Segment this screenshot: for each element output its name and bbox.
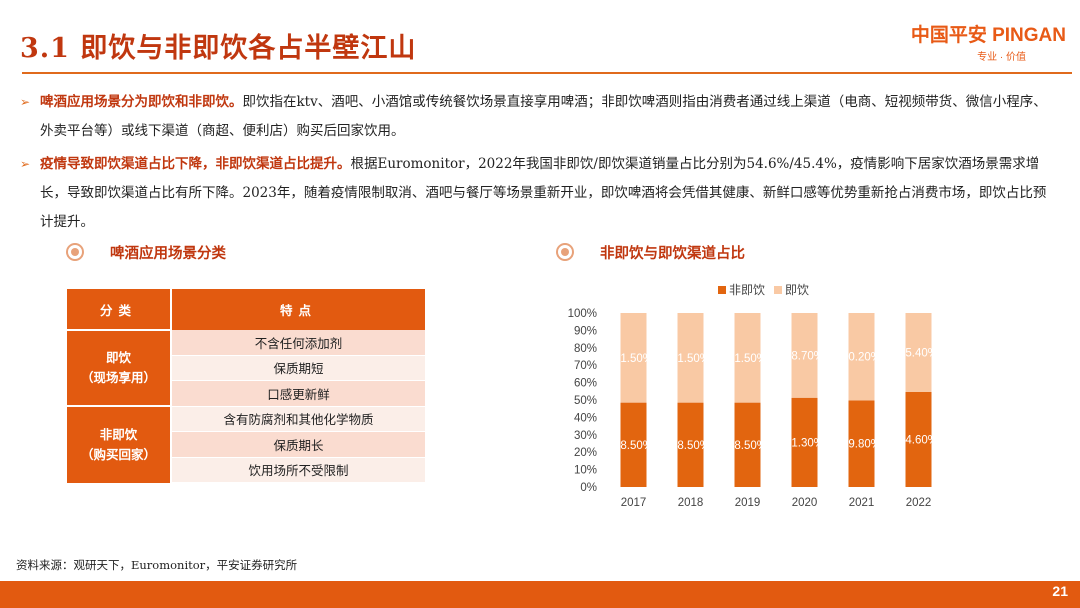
page-number: 21 [1052, 583, 1068, 599]
table-section-title: 啤酒应用场景分类 [66, 242, 226, 263]
x-tick-label: 2018 [678, 497, 704, 509]
y-tick-label: 30% [574, 430, 597, 442]
y-tick-label: 20% [574, 447, 597, 459]
data-label: 48.50% [671, 440, 710, 452]
table-header-category: 分类 [67, 289, 172, 330]
bullet-2-text: 根据Euromonitor，2022年我国非即饮/即饮渠道销量占比分别为54.6… [40, 156, 1047, 230]
legend-swatch [774, 286, 782, 294]
bullet-1-text: 即饮指在ktv、酒吧、小酒馆或传统餐饮场景直接享用啤酒；非即饮啤酒则指由消费者通… [40, 94, 1047, 139]
bullet-arrow-icon: ➢ [20, 95, 31, 109]
category-cell: 即饮 （现场享用） [67, 329, 172, 406]
feature-cell: 含有防腐剂和其他化学物质 [171, 406, 425, 432]
page-title: 3.1 即饮与非即饮各占半壁江山 [20, 33, 417, 64]
category-sub: （现场享用） [80, 370, 156, 385]
feature-cell: 饮用场所不受限制 [171, 457, 425, 483]
bar-segment [848, 313, 875, 401]
data-label: 50.20% [842, 352, 881, 364]
chart-section-title: 非即饮与即饮渠道占比 [556, 242, 745, 263]
table-row: 饮用场所不受限制 [67, 457, 425, 483]
table-section-label: 啤酒应用场景分类 [110, 245, 226, 262]
company-logo: 中国平安 PINGAN 专业 · 价值 [911, 20, 1066, 63]
bar-segment [848, 400, 875, 487]
y-tick-label: 80% [574, 343, 597, 355]
bar-segment [734, 313, 761, 403]
y-tick-label: 40% [574, 412, 597, 424]
x-tick-label: 2017 [621, 497, 647, 509]
table-row: 即饮 （现场享用） 不含任何添加剂 [67, 329, 425, 406]
bullet-2: ➢ 疫情导致即饮渠道占比下降，非即饮渠道占比提升。根据Euromonitor，2… [20, 150, 1052, 237]
bar-segment [734, 402, 761, 487]
data-label: 51.50% [614, 353, 653, 365]
category-cell: 非即饮 （购买回家） [67, 405, 172, 483]
category-name: 非即饮 [99, 426, 138, 442]
chart-section-label: 非即饮与即饮渠道占比 [600, 245, 745, 262]
bullet-2-highlight: 疫情导致即饮渠道占比下降，非即饮渠道占比提升。 [40, 156, 351, 172]
x-tick-label: 2020 [792, 497, 818, 509]
logo-tagline: 专业 · 价值 [977, 52, 1026, 63]
y-tick-label: 10% [574, 465, 597, 477]
title-divider [22, 72, 1072, 74]
bar-segment [677, 402, 704, 487]
y-tick-label: 50% [574, 395, 597, 407]
y-tick-label: 100% [568, 308, 597, 320]
table-row: 口感更新鲜 [67, 380, 425, 407]
bar-segment [791, 397, 818, 487]
data-label: 54.60% [899, 434, 938, 446]
footer-bar [0, 581, 1080, 608]
data-label: 49.80% [842, 439, 881, 451]
feature-cell: 口感更新鲜 [171, 380, 425, 407]
y-tick-label: 70% [574, 360, 597, 372]
x-tick-label: 2019 [735, 497, 761, 509]
logo-text: 中国平安 PINGAN [910, 25, 1066, 46]
bullet-arrow-icon: ➢ [20, 157, 31, 171]
data-label: 51.50% [671, 353, 710, 365]
data-label: 51.50% [728, 353, 767, 365]
y-tick-label: 60% [574, 378, 597, 390]
bullet-1-highlight: 啤酒应用场景分为即饮和非即饮。 [40, 94, 243, 110]
data-label: 45.40% [899, 347, 938, 359]
bar-segment [791, 313, 818, 398]
target-icon [556, 243, 574, 261]
table-row: 保质期短 [67, 355, 425, 381]
x-tick-label: 2022 [906, 497, 932, 509]
classification-table: 分类 特点 即饮 （现场享用） 不含任何添加剂 保质期短 口感更新鲜 非即饮 （… [67, 289, 425, 483]
bar-segment [620, 402, 647, 487]
data-label: 51.30% [785, 437, 824, 449]
table-row: 非即饮 （购买回家） 含有防腐剂和其他化学物质 [67, 405, 425, 483]
table-header-row: 分类 特点 [67, 289, 425, 330]
data-label: 48.50% [728, 440, 767, 452]
data-label: 48.70% [785, 350, 824, 362]
bar-segment [905, 313, 932, 392]
table-header-feature: 特点 [171, 289, 425, 330]
source-note: 资料来源：观研天下，Euromonitor，平安证券研究所 [16, 558, 298, 572]
category-sub: （购买回家） [80, 446, 156, 462]
bullet-1: ➢ 啤酒应用场景分为即饮和非即饮。即饮指在ktv、酒吧、小酒馆或传统餐饮场景直接… [20, 88, 1052, 146]
feature-cell: 保质期长 [171, 431, 425, 458]
feature-cell: 不含任何添加剂 [171, 330, 425, 356]
y-tick-label: 90% [574, 325, 597, 337]
data-label: 48.50% [614, 440, 653, 452]
x-tick-label: 2021 [849, 497, 875, 509]
bar-segment [620, 313, 647, 403]
legend-label: 非即饮 [729, 283, 765, 297]
channel-share-chart: 0% 10% 20% 30% 40% 50% 60% 70% 80% 90% 100% 48.50% 5… [568, 283, 938, 509]
bar-segment [677, 313, 704, 403]
y-tick-label: 0% [580, 482, 597, 494]
target-icon [66, 243, 84, 261]
category-name: 即饮 [105, 350, 131, 365]
feature-cell: 保质期短 [171, 355, 425, 381]
bar-segment [905, 391, 932, 487]
legend-label: 即饮 [785, 283, 809, 297]
legend-swatch [718, 286, 726, 294]
table-row: 保质期长 [67, 431, 425, 458]
